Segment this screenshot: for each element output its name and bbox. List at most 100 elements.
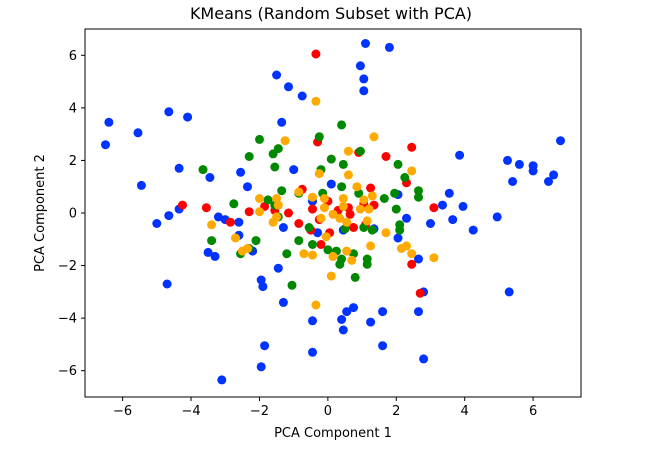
data-point — [217, 375, 227, 385]
data-point — [213, 212, 223, 222]
data-point — [289, 165, 299, 175]
data-point — [444, 188, 454, 198]
data-point — [255, 194, 264, 203]
data-point — [335, 259, 345, 269]
data-point — [419, 354, 429, 364]
data-point — [556, 136, 565, 146]
data-point — [338, 201, 348, 211]
x-tick-label: −4 — [181, 404, 200, 419]
data-point — [225, 217, 235, 227]
data-point — [133, 128, 143, 138]
data-point — [326, 271, 336, 281]
data-point — [342, 307, 352, 317]
data-point — [393, 233, 403, 243]
data-point — [458, 201, 468, 211]
y-axis: −6 −4 −2 0 2 4 6 — [58, 49, 85, 379]
data-point — [277, 186, 287, 196]
data-point — [367, 225, 377, 235]
data-point — [504, 287, 514, 297]
data-point — [201, 203, 211, 213]
data-point — [429, 253, 439, 263]
data-point — [308, 347, 317, 357]
y-tick-label: 4 — [69, 101, 77, 116]
data-point — [326, 179, 336, 189]
data-point — [414, 254, 423, 264]
data-point — [366, 317, 376, 327]
data-point — [205, 173, 215, 182]
data-point — [210, 251, 220, 261]
data-point — [343, 170, 353, 180]
data-point — [198, 165, 208, 175]
data-point — [549, 170, 559, 180]
data-point — [391, 204, 401, 214]
y-tick-label: −6 — [58, 364, 77, 379]
data-point — [311, 49, 321, 59]
data-point — [294, 236, 304, 246]
data-point — [402, 213, 411, 223]
data-point — [400, 173, 410, 182]
data-point — [492, 212, 502, 222]
data-point — [308, 192, 317, 202]
data-point — [393, 159, 403, 169]
data-point — [390, 188, 400, 198]
data-point — [308, 250, 317, 260]
data-point — [321, 232, 331, 242]
data-point — [294, 219, 304, 228]
x-tick-label: 2 — [392, 404, 400, 419]
y-tick-label: 6 — [69, 49, 77, 64]
data-point — [229, 199, 239, 209]
data-point — [367, 191, 377, 201]
data-point — [203, 247, 213, 257]
data-point — [468, 225, 478, 235]
data-point — [514, 159, 524, 169]
x-axis-label: PCA Component 1 — [274, 426, 392, 441]
data-point — [258, 282, 268, 292]
data-point — [381, 228, 391, 238]
data-point — [316, 240, 326, 249]
data-point — [231, 233, 240, 243]
data-point — [381, 152, 391, 161]
x-axis: −6 −4 −2 0 2 4 6 — [113, 397, 537, 419]
data-point — [256, 362, 266, 372]
data-point — [349, 223, 358, 232]
data-point — [162, 279, 172, 289]
data-point — [362, 216, 372, 226]
data-point — [337, 120, 347, 130]
data-point — [263, 195, 273, 205]
data-point — [287, 280, 297, 290]
data-point — [308, 204, 317, 214]
data-point — [260, 341, 270, 351]
data-point — [338, 325, 348, 335]
data-point — [328, 209, 338, 219]
data-point — [355, 146, 365, 156]
data-point — [308, 240, 317, 249]
data-point — [174, 163, 184, 173]
data-point — [268, 217, 278, 227]
data-point — [366, 183, 376, 193]
data-point — [278, 223, 288, 232]
data-point — [284, 208, 293, 218]
data-point — [343, 146, 353, 156]
data-point — [378, 341, 388, 351]
data-point — [407, 142, 417, 152]
data-point — [438, 200, 447, 210]
data-point — [342, 217, 352, 227]
data-point — [455, 150, 465, 160]
data-point — [414, 307, 423, 317]
data-point — [313, 228, 323, 238]
data-point — [282, 249, 292, 259]
data-point — [183, 112, 193, 122]
data-point — [243, 182, 252, 192]
data-point — [178, 200, 187, 210]
data-point — [355, 204, 365, 214]
data-point — [429, 203, 439, 213]
data-point — [244, 152, 254, 161]
data-point — [361, 39, 370, 48]
data-point — [544, 177, 553, 186]
data-point — [359, 74, 369, 84]
data-point — [308, 316, 317, 326]
data-point — [407, 166, 417, 176]
